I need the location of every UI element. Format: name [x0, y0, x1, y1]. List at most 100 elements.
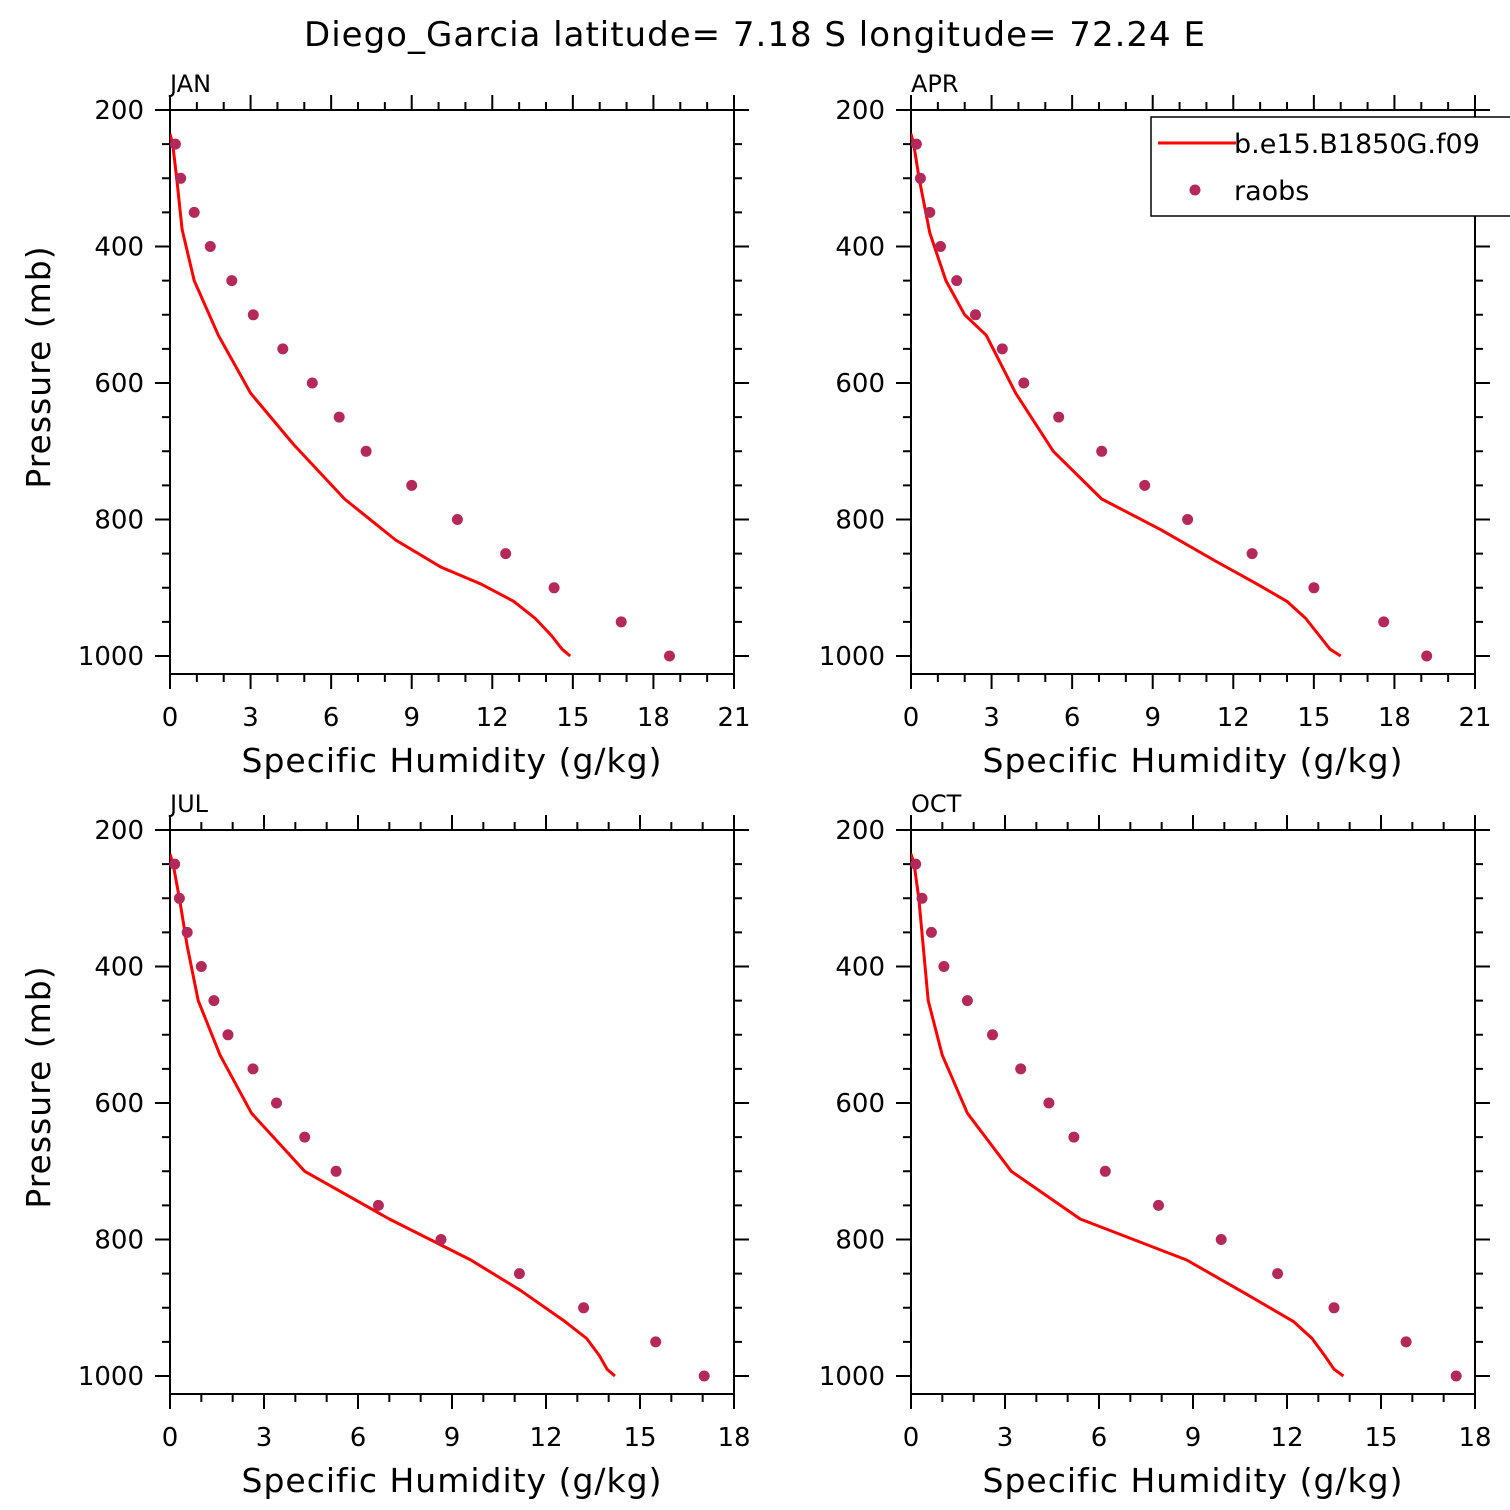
- x-tick-label: 9: [403, 703, 420, 733]
- x-tick-label: 9: [444, 1423, 461, 1453]
- raobs-point: [173, 892, 185, 904]
- raobs-point: [175, 172, 187, 184]
- plot-frame: [169, 109, 735, 675]
- raobs-point: [910, 858, 922, 870]
- y-tick-label: 400: [835, 233, 885, 263]
- legend-label-model: b.e15.B1850G.f09: [1234, 129, 1480, 160]
- raobs-point: [500, 548, 512, 560]
- x-tick-label: 3: [256, 1423, 273, 1453]
- model-line-series: [170, 853, 616, 1378]
- x-tick-label: 18: [1458, 1423, 1491, 1453]
- x-tick-label: 18: [1378, 703, 1411, 733]
- raobs-point: [1246, 548, 1258, 560]
- raobs-point: [1215, 1234, 1227, 1245]
- x-axis-label: Specific Humidity (g/kg): [242, 1461, 663, 1500]
- raobs-point: [169, 138, 181, 150]
- x-axis-label: Specific Humidity (g/kg): [242, 741, 663, 780]
- x-tick-label: 0: [903, 703, 920, 733]
- y-tick-label: 800: [835, 506, 885, 536]
- raobs-point: [951, 275, 963, 287]
- x-tick-label: 15: [556, 703, 589, 733]
- raobs-point: [299, 1131, 311, 1143]
- y-tick-label: 1000: [819, 1362, 885, 1392]
- raobs-point: [935, 241, 946, 252]
- raobs-point: [333, 411, 345, 423]
- y-tick-label: 600: [94, 1089, 144, 1119]
- raobs-point: [664, 650, 675, 662]
- legend-marker-swatch: [1189, 184, 1201, 196]
- raobs-point: [938, 961, 950, 972]
- raobs-point: [513, 1268, 525, 1280]
- x-tick-label: 0: [903, 1423, 920, 1453]
- x-axis-label: Specific Humidity (g/kg): [983, 741, 1404, 780]
- raobs-point: [222, 1029, 234, 1041]
- raobs-point: [924, 206, 936, 218]
- raobs-point: [169, 858, 181, 870]
- raobs-point: [1450, 1370, 1462, 1382]
- x-tick-label: 12: [1217, 703, 1250, 733]
- raobs-point: [916, 892, 928, 904]
- panel-jul: JUL 200 400 600 800 1000 0 3 6 9 12 15 18 Specific Hu…: [19, 790, 751, 1500]
- panel-jan: JAN 200 400 600 800 1000 0 3 6 9 12 15 18 21 Specific …: [19, 70, 751, 780]
- raobs-point: [247, 309, 259, 321]
- raobs-point: [226, 275, 238, 287]
- x-tick-label: 3: [997, 1423, 1014, 1453]
- raobs-point: [1099, 1165, 1111, 1177]
- raobs-point: [406, 479, 418, 491]
- raobs-point: [961, 995, 973, 1007]
- y-tick-label: 800: [835, 1226, 885, 1256]
- x-tick-label: 3: [983, 703, 1000, 733]
- y-tick-label: 400: [94, 953, 144, 983]
- panel-label: JUL: [168, 790, 209, 818]
- raobs-point: [1018, 377, 1030, 389]
- x-tick-label: 3: [242, 703, 259, 733]
- x-tick-label: 15: [623, 1423, 656, 1453]
- raobs-point: [1308, 582, 1320, 594]
- y-tick-label: 1000: [819, 642, 885, 672]
- raobs-point: [1153, 1199, 1164, 1211]
- figure-title: Diego_Garcia latitude= 7.18 S longitude=…: [304, 15, 1206, 55]
- raobs-point: [987, 1029, 998, 1041]
- y-tick-label: 1000: [78, 642, 144, 672]
- panel-label: OCT: [911, 790, 962, 818]
- raobs-point: [910, 138, 922, 150]
- raobs-point: [970, 309, 981, 321]
- raobs-point: [1043, 1097, 1055, 1109]
- plot-frame: [169, 829, 735, 1395]
- panel-apr: APR 200 400 600 800 1000 0 3 6 9 12 15 18 21 Specific …: [819, 70, 1510, 780]
- panel-label: JAN: [168, 70, 211, 98]
- panel-oct: OCT 200 400 600 800 1000 0 3 6 9 12 15 18 Specific Hu…: [819, 790, 1492, 1500]
- legend-label-raobs: raobs: [1234, 176, 1309, 207]
- raobs-point: [1400, 1336, 1412, 1348]
- y-tick-label: 800: [94, 506, 144, 536]
- x-tick-label: 18: [717, 1423, 750, 1453]
- y-tick-label: 600: [835, 369, 885, 399]
- raobs-point: [1068, 1131, 1080, 1143]
- x-tick-label: 15: [1297, 703, 1330, 733]
- raobs-point: [1182, 514, 1194, 525]
- plot-frame: [910, 109, 1476, 675]
- x-tick-label: 9: [1144, 703, 1161, 733]
- model-line-series: [911, 133, 1342, 658]
- panel-label: APR: [911, 70, 959, 98]
- y-tick-label: 200: [835, 96, 885, 126]
- raobs-point: [181, 926, 193, 938]
- x-tick-label: 12: [529, 1423, 562, 1453]
- x-tick-label: 6: [1064, 703, 1081, 733]
- legend-box: [1150, 116, 1510, 217]
- raobs-point: [925, 926, 937, 938]
- raobs-point: [360, 445, 372, 457]
- x-tick-label: 18: [637, 703, 670, 733]
- raobs-point: [271, 1097, 282, 1109]
- y-tick-label: 1000: [78, 1362, 144, 1392]
- x-tick-label: 0: [162, 1423, 179, 1453]
- raobs-point: [914, 172, 926, 184]
- raobs-point: [1139, 479, 1151, 491]
- raobs-point: [578, 1302, 590, 1314]
- raobs-point: [372, 1199, 384, 1211]
- raobs-point: [615, 616, 627, 628]
- raobs-point: [435, 1234, 447, 1245]
- raobs-point: [1096, 445, 1108, 457]
- x-tick-label: 21: [1458, 703, 1491, 733]
- raobs-point: [208, 995, 220, 1007]
